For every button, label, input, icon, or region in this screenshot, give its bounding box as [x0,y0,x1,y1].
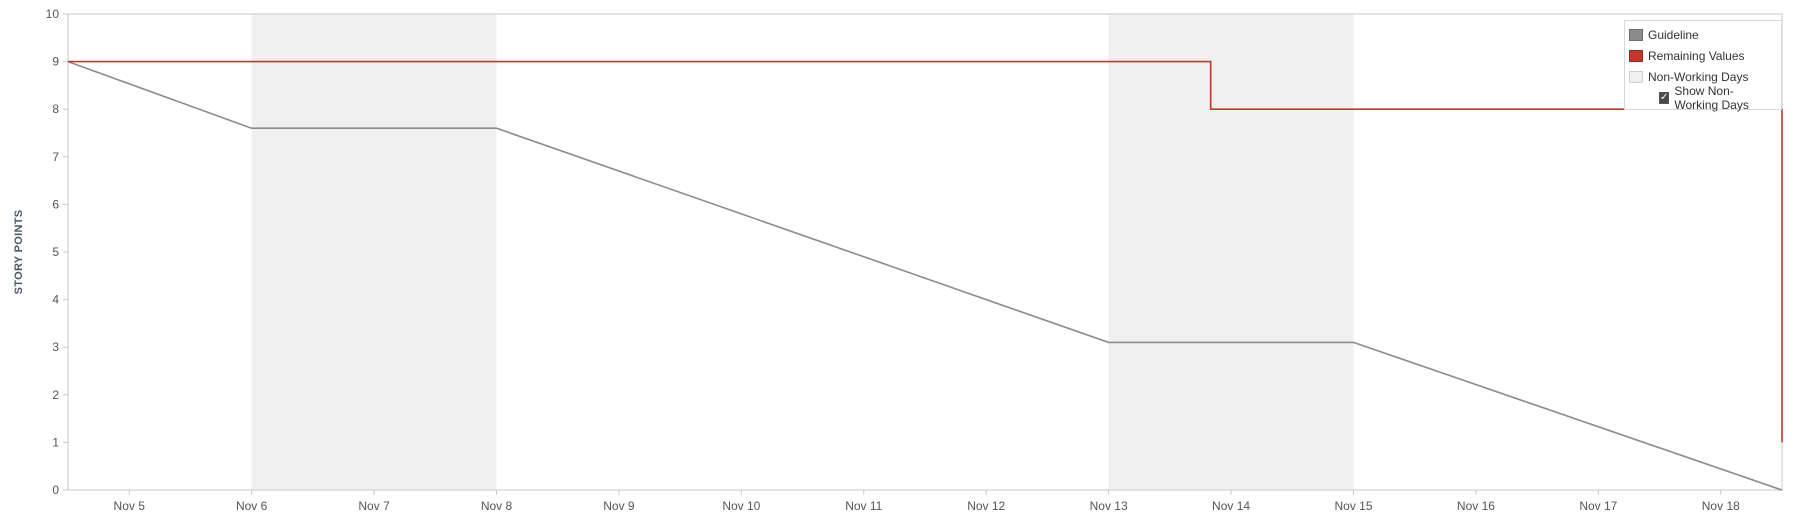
y-tick-label: 6 [52,197,59,211]
y-tick-label: 8 [52,102,59,116]
legend-item-guideline[interactable]: Guideline [1629,24,1777,45]
x-axis: Nov 5 Nov 6 Nov 7 Nov 8 Nov 9 Nov 10 Nov 11 Nov… [114,490,1740,513]
x-tick-label: Nov 10 [722,499,760,513]
non-working-day-band [1108,14,1354,490]
x-tick-label: Nov 12 [967,499,1005,513]
y-tick-label: 5 [52,245,59,259]
x-tick-label: Nov 5 [114,499,146,513]
x-tick-label: Nov 7 [358,499,390,513]
legend-label: Non-Working Days [1648,69,1749,84]
series-line-remaining-values [68,60,1783,443]
x-tick-label: Nov 16 [1457,499,1495,513]
y-axis: 0 1 2 3 4 5 6 7 8 9 10 [46,7,68,497]
x-tick-label: Nov 9 [603,499,635,513]
legend-item-remaining-values[interactable]: Remaining Values [1629,45,1777,66]
x-tick-label: Nov 11 [845,499,882,513]
y-tick-label: 1 [52,435,59,449]
legend-swatch-remaining-values [1629,49,1643,62]
y-tick-label: 0 [52,483,59,497]
checkbox-icon[interactable]: ✓ [1659,91,1670,104]
y-tick-label: 4 [52,293,59,307]
x-tick-label: Nov 17 [1579,499,1617,513]
x-tick-label: Nov 8 [481,499,513,513]
legend-item-non-working-days[interactable]: Non-Working Days [1629,66,1777,87]
y-tick-label: 10 [46,7,60,21]
y-tick-label: 3 [52,340,59,354]
x-tick-label: Nov 15 [1334,499,1372,513]
legend-label: Guideline [1648,27,1699,42]
x-tick-label: Nov 6 [236,499,268,513]
series-line-guideline [67,60,1783,491]
legend-label: Remaining Values [1648,48,1745,63]
x-tick-label: Nov 18 [1702,499,1740,513]
x-tick-label: Nov 14 [1212,499,1250,513]
x-tick-label: Nov 13 [1090,499,1128,513]
non-working-day-band [251,14,497,490]
show-non-working-days-toggle[interactable]: ✓ Show Non-Working Days [1629,84,1777,112]
y-tick-label: 9 [52,55,59,69]
y-tick-label: 7 [52,150,59,164]
chart-legend: Guideline Remaining Values Non-Working D… [1624,20,1782,112]
legend-swatch-non-working-days [1629,70,1643,83]
series-lines [67,60,1783,491]
legend-swatch-guideline [1629,28,1643,41]
checkbox-label: Show Non-Working Days [1674,83,1749,112]
y-axis-label: STORY POINTS [13,210,25,295]
y-tick-label: 2 [52,388,59,402]
non-working-day-bands [251,14,1354,490]
